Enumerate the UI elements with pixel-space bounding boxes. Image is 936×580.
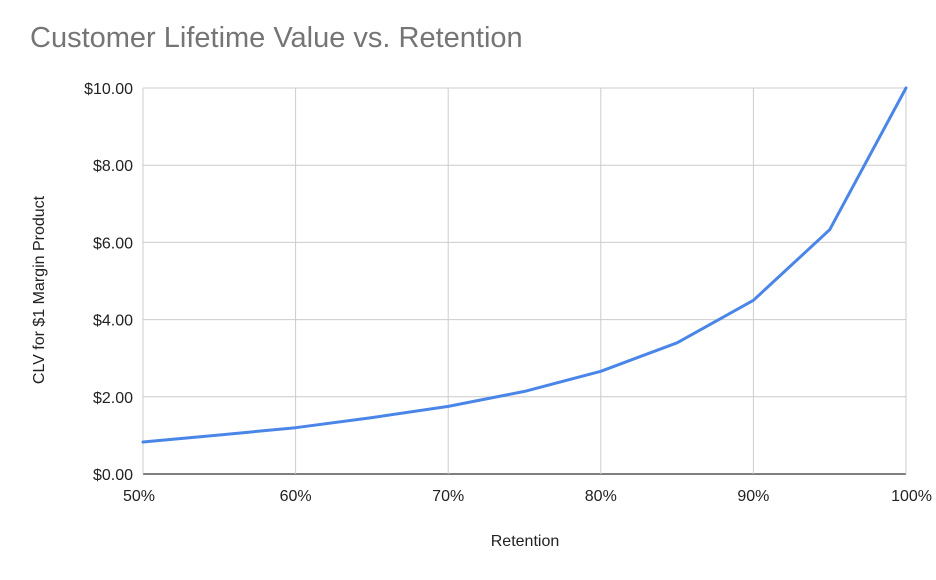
x-tick-label: 70%: [432, 488, 464, 505]
chart-title: Customer Lifetime Value vs. Retention: [30, 22, 523, 54]
y-tick-label: $10.00: [84, 81, 133, 98]
x-tick-label: 60%: [280, 488, 312, 505]
series-line: [141, 86, 908, 444]
y-tick-label: $4.00: [93, 313, 133, 330]
y-tick-label: $0.00: [93, 467, 133, 484]
series-layer: [141, 86, 908, 444]
y-tick-labels: $0.00 $2.00 $4.00 $6.00 $8.00 $10.00: [84, 81, 133, 484]
y-tick-label: $8.00: [93, 158, 133, 175]
y-axis-title: CLV for $1 Margin Product: [31, 195, 48, 384]
x-tick-label: 90%: [737, 488, 769, 505]
x-tick-label: 80%: [585, 488, 617, 505]
x-axis-title: Retention: [491, 533, 560, 550]
gridlines: [142, 87, 907, 475]
x-tick-labels: 50% 60% 70% 80% 90% 100%: [123, 488, 932, 505]
x-tick-label: 50%: [123, 488, 155, 505]
y-tick-label: $6.00: [93, 235, 133, 252]
y-tick-label: $2.00: [93, 390, 133, 407]
x-tick-label: 100%: [891, 488, 932, 505]
